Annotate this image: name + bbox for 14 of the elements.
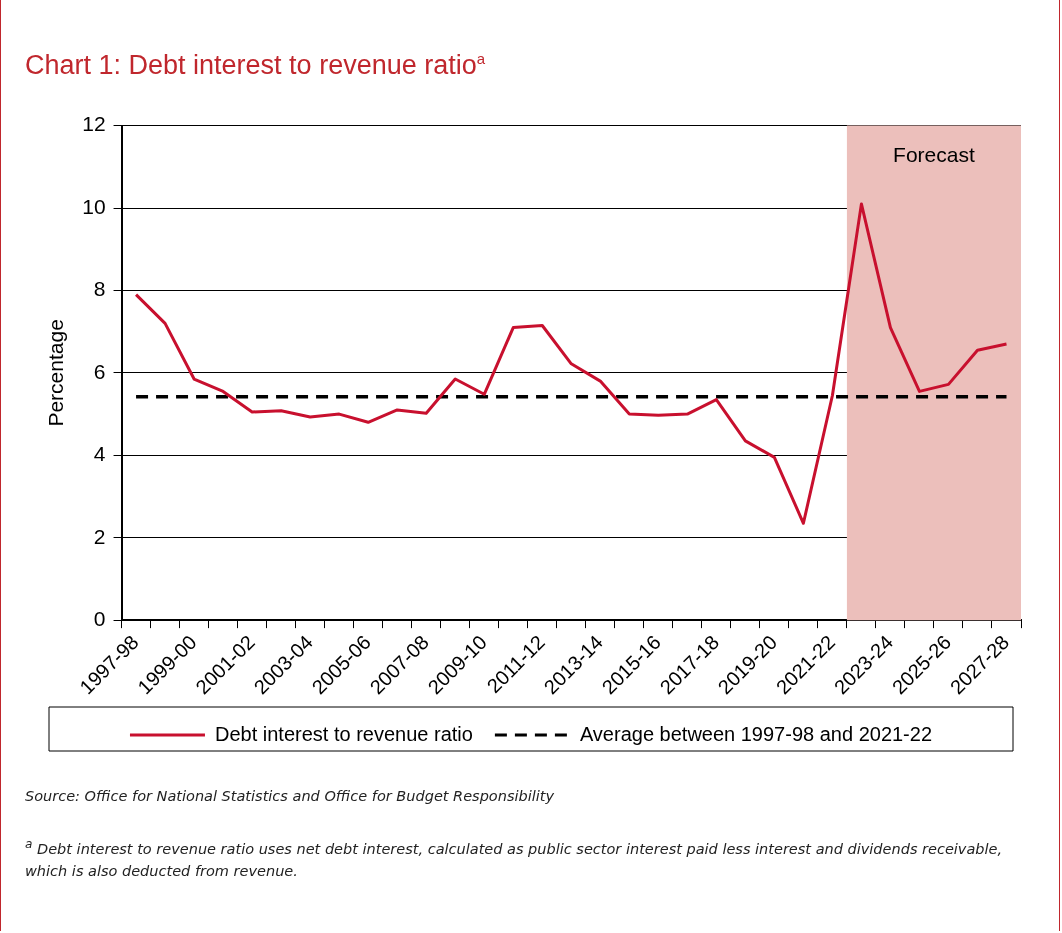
y-axis-title: Percentage — [44, 319, 68, 427]
y-tick-label: 4 — [93, 442, 106, 466]
legend-label: Average between 1997-98 and 2021-22 — [579, 722, 933, 745]
y-tick-label: 8 — [93, 277, 106, 301]
y-tick-label: 6 — [93, 359, 106, 383]
y-tick-label: 12 — [82, 112, 106, 136]
y-tick-label: 10 — [82, 194, 106, 218]
y-tick-label: 2 — [93, 524, 106, 548]
source-note: Source: Office for National Statistics and Office for Budget Responsibility — [25, 787, 556, 806]
chart-title: Chart 1: Debt interest to revenue ratio$^{a}$ — [25, 50, 486, 81]
text: $^{a}$ Debt interest to revenue ratio uses net debt interest, calculated as public sector interest paid less interest and dividends receivable, which is also deducted from revenue. — [25, 836, 1004, 882]
legend-label: Debt interest to revenue ratio — [214, 722, 473, 745]
y-tick-label: 0 — [93, 606, 106, 630]
band-label: Forecast — [893, 143, 975, 167]
